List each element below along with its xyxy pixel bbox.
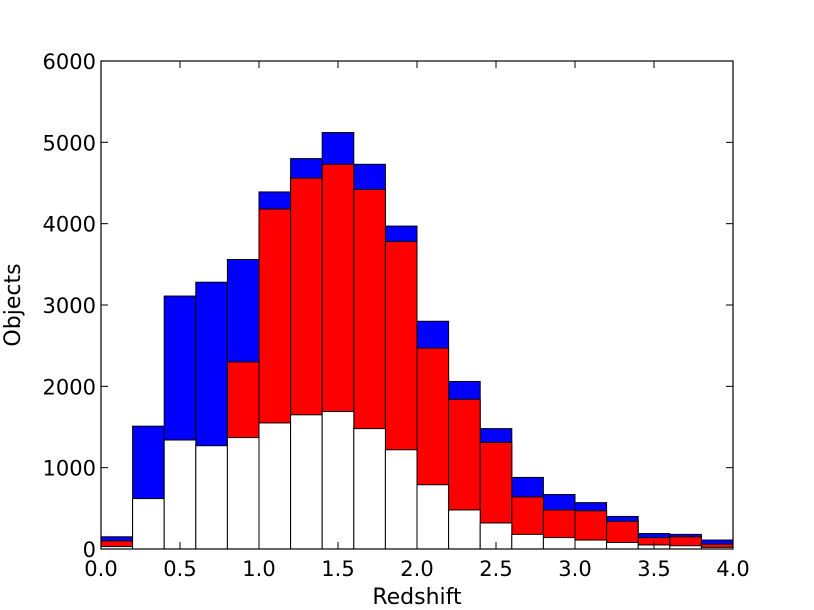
x-tick-label: 3.0 <box>558 557 591 581</box>
y-tick-label: 2000 <box>43 375 96 399</box>
y-tick-label: 1000 <box>43 457 96 481</box>
bar-white-16 <box>606 541 639 550</box>
x-tick-label: 2.0 <box>400 557 433 581</box>
bar-white-1 <box>132 498 165 550</box>
y-tick-label: 0 <box>83 538 96 562</box>
y-axis-label: Objects <box>1 263 26 346</box>
y-tick-label: 6000 <box>43 50 96 74</box>
bars-group <box>100 132 734 550</box>
y-tick-label: 3000 <box>43 294 96 318</box>
x-tick-label: 1.0 <box>242 557 275 581</box>
x-tick-label: 2.5 <box>479 557 512 581</box>
y-tick-label: 4000 <box>43 213 96 237</box>
bar-white-4 <box>226 437 260 550</box>
bar-white-11 <box>448 509 481 550</box>
bar-white-2 <box>163 439 197 550</box>
bar-white-9 <box>384 449 418 550</box>
bar-white-10 <box>416 484 450 550</box>
bar-white-13 <box>511 533 544 550</box>
x-tick-label: 0.5 <box>163 557 196 581</box>
x-tick-label: 0.0 <box>84 557 117 581</box>
x-tick-label: 4.0 <box>716 557 749 581</box>
y-tick-label: 5000 <box>43 131 96 155</box>
bar-white-3 <box>195 445 228 550</box>
bar-white-14 <box>542 537 576 550</box>
axis-ticks-group: 0.0 0.5 1.0 1.5 2.0 2.5 3.0 3.5 4.0 0 1000 2000 3000… <box>43 50 750 581</box>
x-tick-label: 1.5 <box>321 557 354 581</box>
bar-white-8 <box>353 428 386 550</box>
bar-white-5 <box>258 422 292 550</box>
bar-white-7 <box>321 411 355 550</box>
bar-white-6 <box>290 414 323 550</box>
bar-white-15 <box>574 539 608 550</box>
x-tick-label: 3.5 <box>637 557 670 581</box>
x-axis-label: Redshift <box>372 585 462 610</box>
